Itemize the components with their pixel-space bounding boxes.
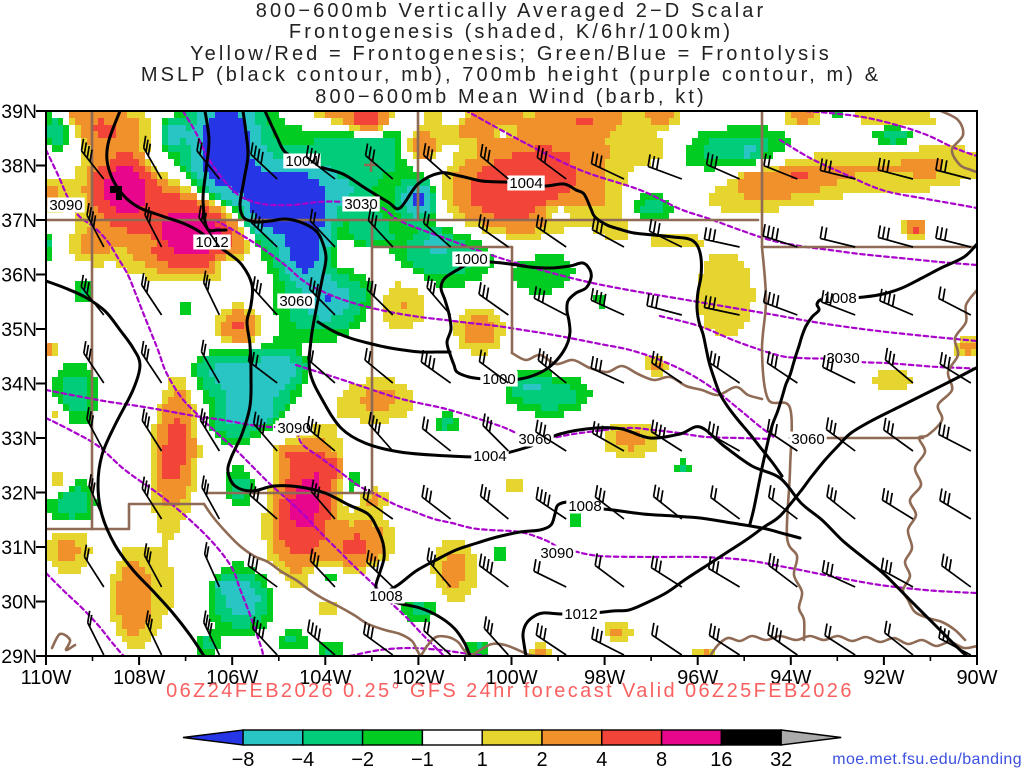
svg-text:106W: 106W [206,667,258,689]
svg-text:1: 1 [477,749,488,768]
svg-text:4: 4 [596,749,607,768]
svg-text:MSLP (black contour, mb), 700m: MSLP (black contour, mb), 700mb height (… [141,64,881,86]
svg-text:1012: 1012 [195,234,228,251]
svg-text:34N: 34N [1,374,37,396]
svg-text:1008: 1008 [369,588,402,605]
svg-text:06Z24FEB2026 0.25° GFS 24hr fo: 06Z24FEB2026 0.25° GFS 24hr forecast Val… [166,680,854,702]
svg-text:29N: 29N [1,646,37,668]
svg-text:110W: 110W [21,667,72,689]
svg-text:800−600mb Vertically Averaged: 800−600mb Vertically Averaged 2−D Scalar [256,0,767,22]
svg-text:30N: 30N [1,592,37,614]
svg-text:3030: 3030 [826,350,859,367]
svg-text:35N: 35N [1,319,37,341]
svg-text:2: 2 [536,749,547,768]
svg-text:1000: 1000 [482,371,515,388]
svg-text:39N: 39N [1,101,37,123]
svg-text:96W: 96W [677,667,718,689]
svg-text:37N: 37N [1,210,37,232]
svg-text:1008: 1008 [568,498,601,515]
svg-text:90W: 90W [956,667,997,689]
svg-text:−4: −4 [291,749,314,768]
svg-text:33N: 33N [1,428,37,450]
svg-text:104W: 104W [299,667,351,689]
svg-text:3060: 3060 [279,293,312,310]
svg-text:3090: 3090 [540,545,573,562]
svg-text:31N: 31N [1,537,37,559]
svg-text:800−600mb Mean Wind (barb, kt): 800−600mb Mean Wind (barb, kt) [315,86,707,108]
svg-text:3030: 3030 [344,196,377,213]
svg-text:1012: 1012 [564,606,597,623]
svg-text:100W: 100W [485,667,537,689]
svg-text:32N: 32N [1,483,37,505]
svg-text:1004: 1004 [473,448,506,465]
svg-text:−2: −2 [351,749,374,768]
svg-text:8: 8 [656,749,667,768]
svg-text:−8: −8 [232,749,255,768]
svg-text:Frontogenesis (shaded, K/6hr/1: Frontogenesis (shaded, K/6hr/100km) [289,21,733,43]
svg-text:32: 32 [770,749,792,768]
svg-text:3060: 3060 [791,431,824,448]
svg-text:1000: 1000 [454,251,487,268]
svg-text:Yellow/Red = Frontogenesis; G: Yellow/Red = Frontogenesis; Green/Blue =… [190,43,832,65]
svg-text:1004: 1004 [509,175,542,192]
svg-text:108W: 108W [113,667,165,689]
svg-text:38N: 38N [1,156,37,178]
svg-text:3090: 3090 [277,420,310,437]
svg-text:36N: 36N [1,265,37,287]
svg-text:−1: −1 [411,749,434,768]
svg-text:16: 16 [710,749,732,768]
svg-text:94W: 94W [770,667,811,689]
svg-text:3090: 3090 [49,197,82,214]
svg-text:moe.met.fsu.edu/banding: moe.met.fsu.edu/banding [832,751,1022,768]
svg-text:102W: 102W [392,667,444,689]
svg-text:98W: 98W [584,667,625,689]
svg-text:92W: 92W [863,667,904,689]
